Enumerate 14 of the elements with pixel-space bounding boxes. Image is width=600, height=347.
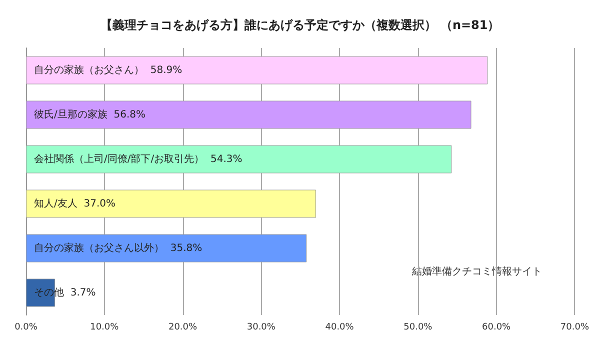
x-tick-label: 70.0% [560, 322, 590, 332]
category-label: 自分の家族（お父さん以外） 35.8% [34, 242, 202, 254]
category-label: 知人/友人 37.0% [34, 198, 116, 210]
x-tick-label: 40.0% [325, 322, 354, 332]
x-tick-label: 20.0% [168, 322, 198, 332]
category-label: 会社関係（上司/同僚/部下/お取引先） 54.3% [34, 154, 242, 165]
x-tick-label: 30.0% [246, 322, 276, 332]
category-label: 自分の家族（お父さん） 58.9% [34, 64, 182, 76]
x-tick-label: 60.0% [482, 322, 512, 332]
chart-title: 【義理チョコをあげる方】誰にあげる予定ですか（複数選択） （n=81） [100, 18, 500, 32]
x-tick-label: 0.0% [14, 322, 38, 332]
x-tick-label: 10.0% [90, 322, 120, 332]
x-tick-label: 50.0% [404, 322, 433, 332]
category-label: 彼氏/旦那の家族 56.8% [34, 109, 146, 120]
